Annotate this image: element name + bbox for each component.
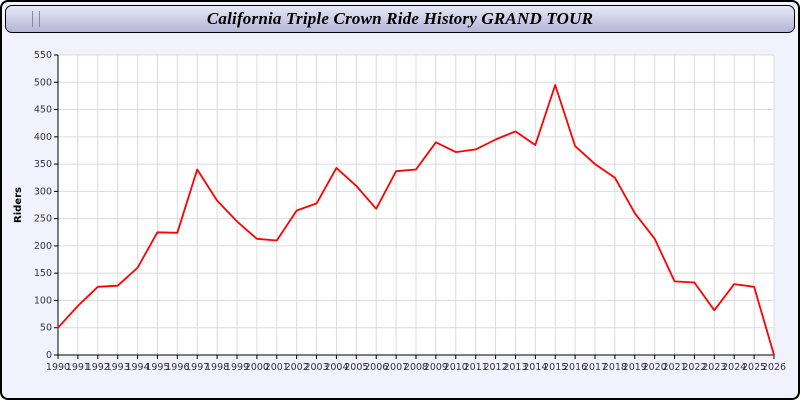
x-tick-label: 2018 bbox=[603, 362, 627, 373]
x-tick-label: 2025 bbox=[742, 362, 766, 373]
x-tick-label: 1995 bbox=[145, 362, 169, 373]
x-tick-label: 2001 bbox=[265, 362, 289, 373]
y-tick-label: 250 bbox=[34, 214, 52, 225]
x-tick-label: 2003 bbox=[304, 362, 328, 373]
x-tick-label: 2019 bbox=[623, 362, 647, 373]
y-tick-label: 150 bbox=[34, 268, 52, 279]
riders-series-line bbox=[57, 84, 775, 356]
x-tick-label: 2012 bbox=[483, 362, 507, 373]
y-tick-label: 300 bbox=[34, 186, 52, 197]
y-tick-label: 350 bbox=[34, 159, 52, 170]
x-tick-label: 2007 bbox=[384, 362, 408, 373]
x-tick-label: 2014 bbox=[523, 362, 547, 373]
x-tick-label: 1991 bbox=[66, 362, 90, 373]
x-tick-label: 2023 bbox=[702, 362, 726, 373]
x-tick-label: 1997 bbox=[185, 362, 209, 373]
x-tick-label: 2015 bbox=[543, 362, 567, 373]
y-tick-label: 50 bbox=[40, 323, 52, 334]
x-tick-label: 2009 bbox=[424, 362, 448, 373]
y-tick-label: 450 bbox=[34, 105, 52, 116]
x-tick-label: 1990 bbox=[46, 362, 70, 373]
x-tick-label: 2021 bbox=[662, 362, 686, 373]
x-tick-label: 2024 bbox=[722, 362, 746, 373]
x-tick-label: 1994 bbox=[125, 362, 149, 373]
y-tick-label: 400 bbox=[34, 132, 52, 143]
x-tick-label: 2005 bbox=[344, 362, 368, 373]
x-tick-label: 1992 bbox=[86, 362, 110, 373]
x-tick-label: 2004 bbox=[324, 362, 348, 373]
y-axis-title: Riders bbox=[13, 187, 24, 223]
x-tick-label: 2022 bbox=[682, 362, 706, 373]
x-tick-label: 2000 bbox=[245, 362, 269, 373]
y-tick-label: 100 bbox=[34, 295, 52, 306]
x-tick-label: 2010 bbox=[444, 362, 468, 373]
title-bar: California Triple Crown Ride History GRA… bbox=[5, 5, 795, 33]
x-tick-label: 1999 bbox=[225, 362, 249, 373]
chart-panel: 0 50 100 150 200 250 300 350 400 450 500 550 1990 199… bbox=[10, 45, 790, 383]
x-tick-label: 2026 bbox=[762, 362, 786, 373]
x-tick-label: 2006 bbox=[364, 362, 388, 373]
y-tick-label: 500 bbox=[34, 77, 52, 88]
riders-line-chart: 0501001502002503003504004505005501990199… bbox=[13, 50, 786, 373]
y-tick-label: 550 bbox=[34, 50, 52, 61]
x-tick-label: 2017 bbox=[583, 362, 607, 373]
x-tick-label: 2020 bbox=[643, 362, 667, 373]
y-tick-label: 0 bbox=[46, 350, 52, 361]
titlebar-grip-icon bbox=[32, 11, 40, 27]
x-tick-label: 2008 bbox=[404, 362, 428, 373]
x-tick-label: 2013 bbox=[503, 362, 527, 373]
x-tick-label: 2016 bbox=[563, 362, 587, 373]
y-tick-label: 200 bbox=[34, 241, 52, 252]
x-tick-label: 1993 bbox=[106, 362, 130, 373]
x-tick-label: 2002 bbox=[285, 362, 309, 373]
x-tick-label: 2011 bbox=[464, 362, 488, 373]
x-tick-label: 1998 bbox=[205, 362, 229, 373]
page-title: California Triple Crown Ride History GRA… bbox=[206, 9, 594, 28]
x-tick-label: 1996 bbox=[165, 362, 189, 373]
